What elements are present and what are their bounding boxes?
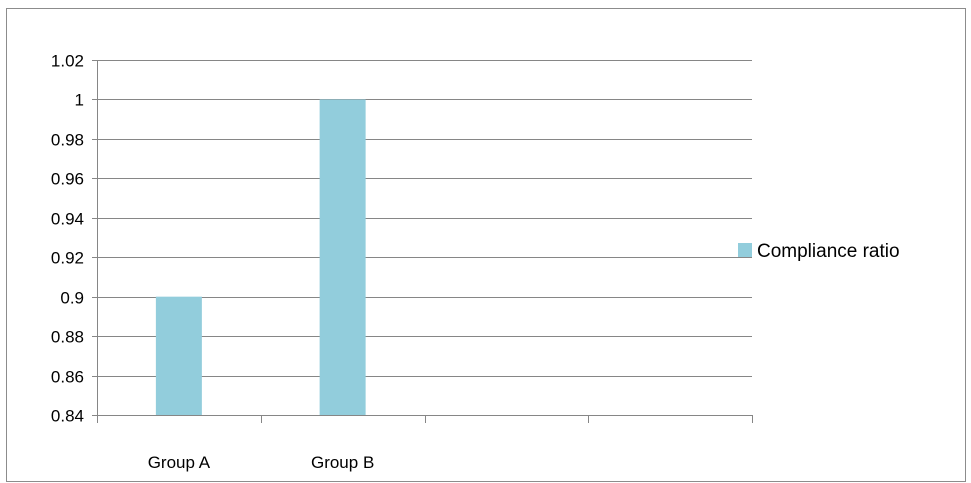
bar xyxy=(319,99,366,415)
y-tick-label: 1.02 xyxy=(51,52,84,71)
y-tick-labels: 1.02 1 0.98 0.96 0.94 0.92 0.9 0.88 0.86 0.84 xyxy=(51,52,84,426)
axes xyxy=(97,60,753,423)
y-tick-label: 1 xyxy=(75,91,84,110)
bar xyxy=(155,296,202,415)
y-tick-label: 0.94 xyxy=(51,210,84,229)
y-tick-label: 0.96 xyxy=(51,170,84,189)
bars xyxy=(155,99,366,415)
x-tick-label: Group A xyxy=(148,453,211,472)
y-tick-label: 0.88 xyxy=(51,328,84,347)
y-tick-label: 0.92 xyxy=(51,249,84,268)
y-tick-label: 0.86 xyxy=(51,368,84,387)
legend-label-compliance-ratio: Compliance ratio xyxy=(757,241,900,262)
y-tick-label: 0.9 xyxy=(60,289,84,308)
x-tick-labels: Group A Group B xyxy=(148,453,375,472)
y-tick-label: 0.84 xyxy=(51,407,84,426)
legend: Compliance ratio xyxy=(738,241,900,262)
y-tick-label: 0.98 xyxy=(51,131,84,150)
gridlines xyxy=(92,60,752,416)
legend-swatch-compliance-ratio xyxy=(738,243,752,257)
x-tick-label: Group B xyxy=(311,453,374,472)
